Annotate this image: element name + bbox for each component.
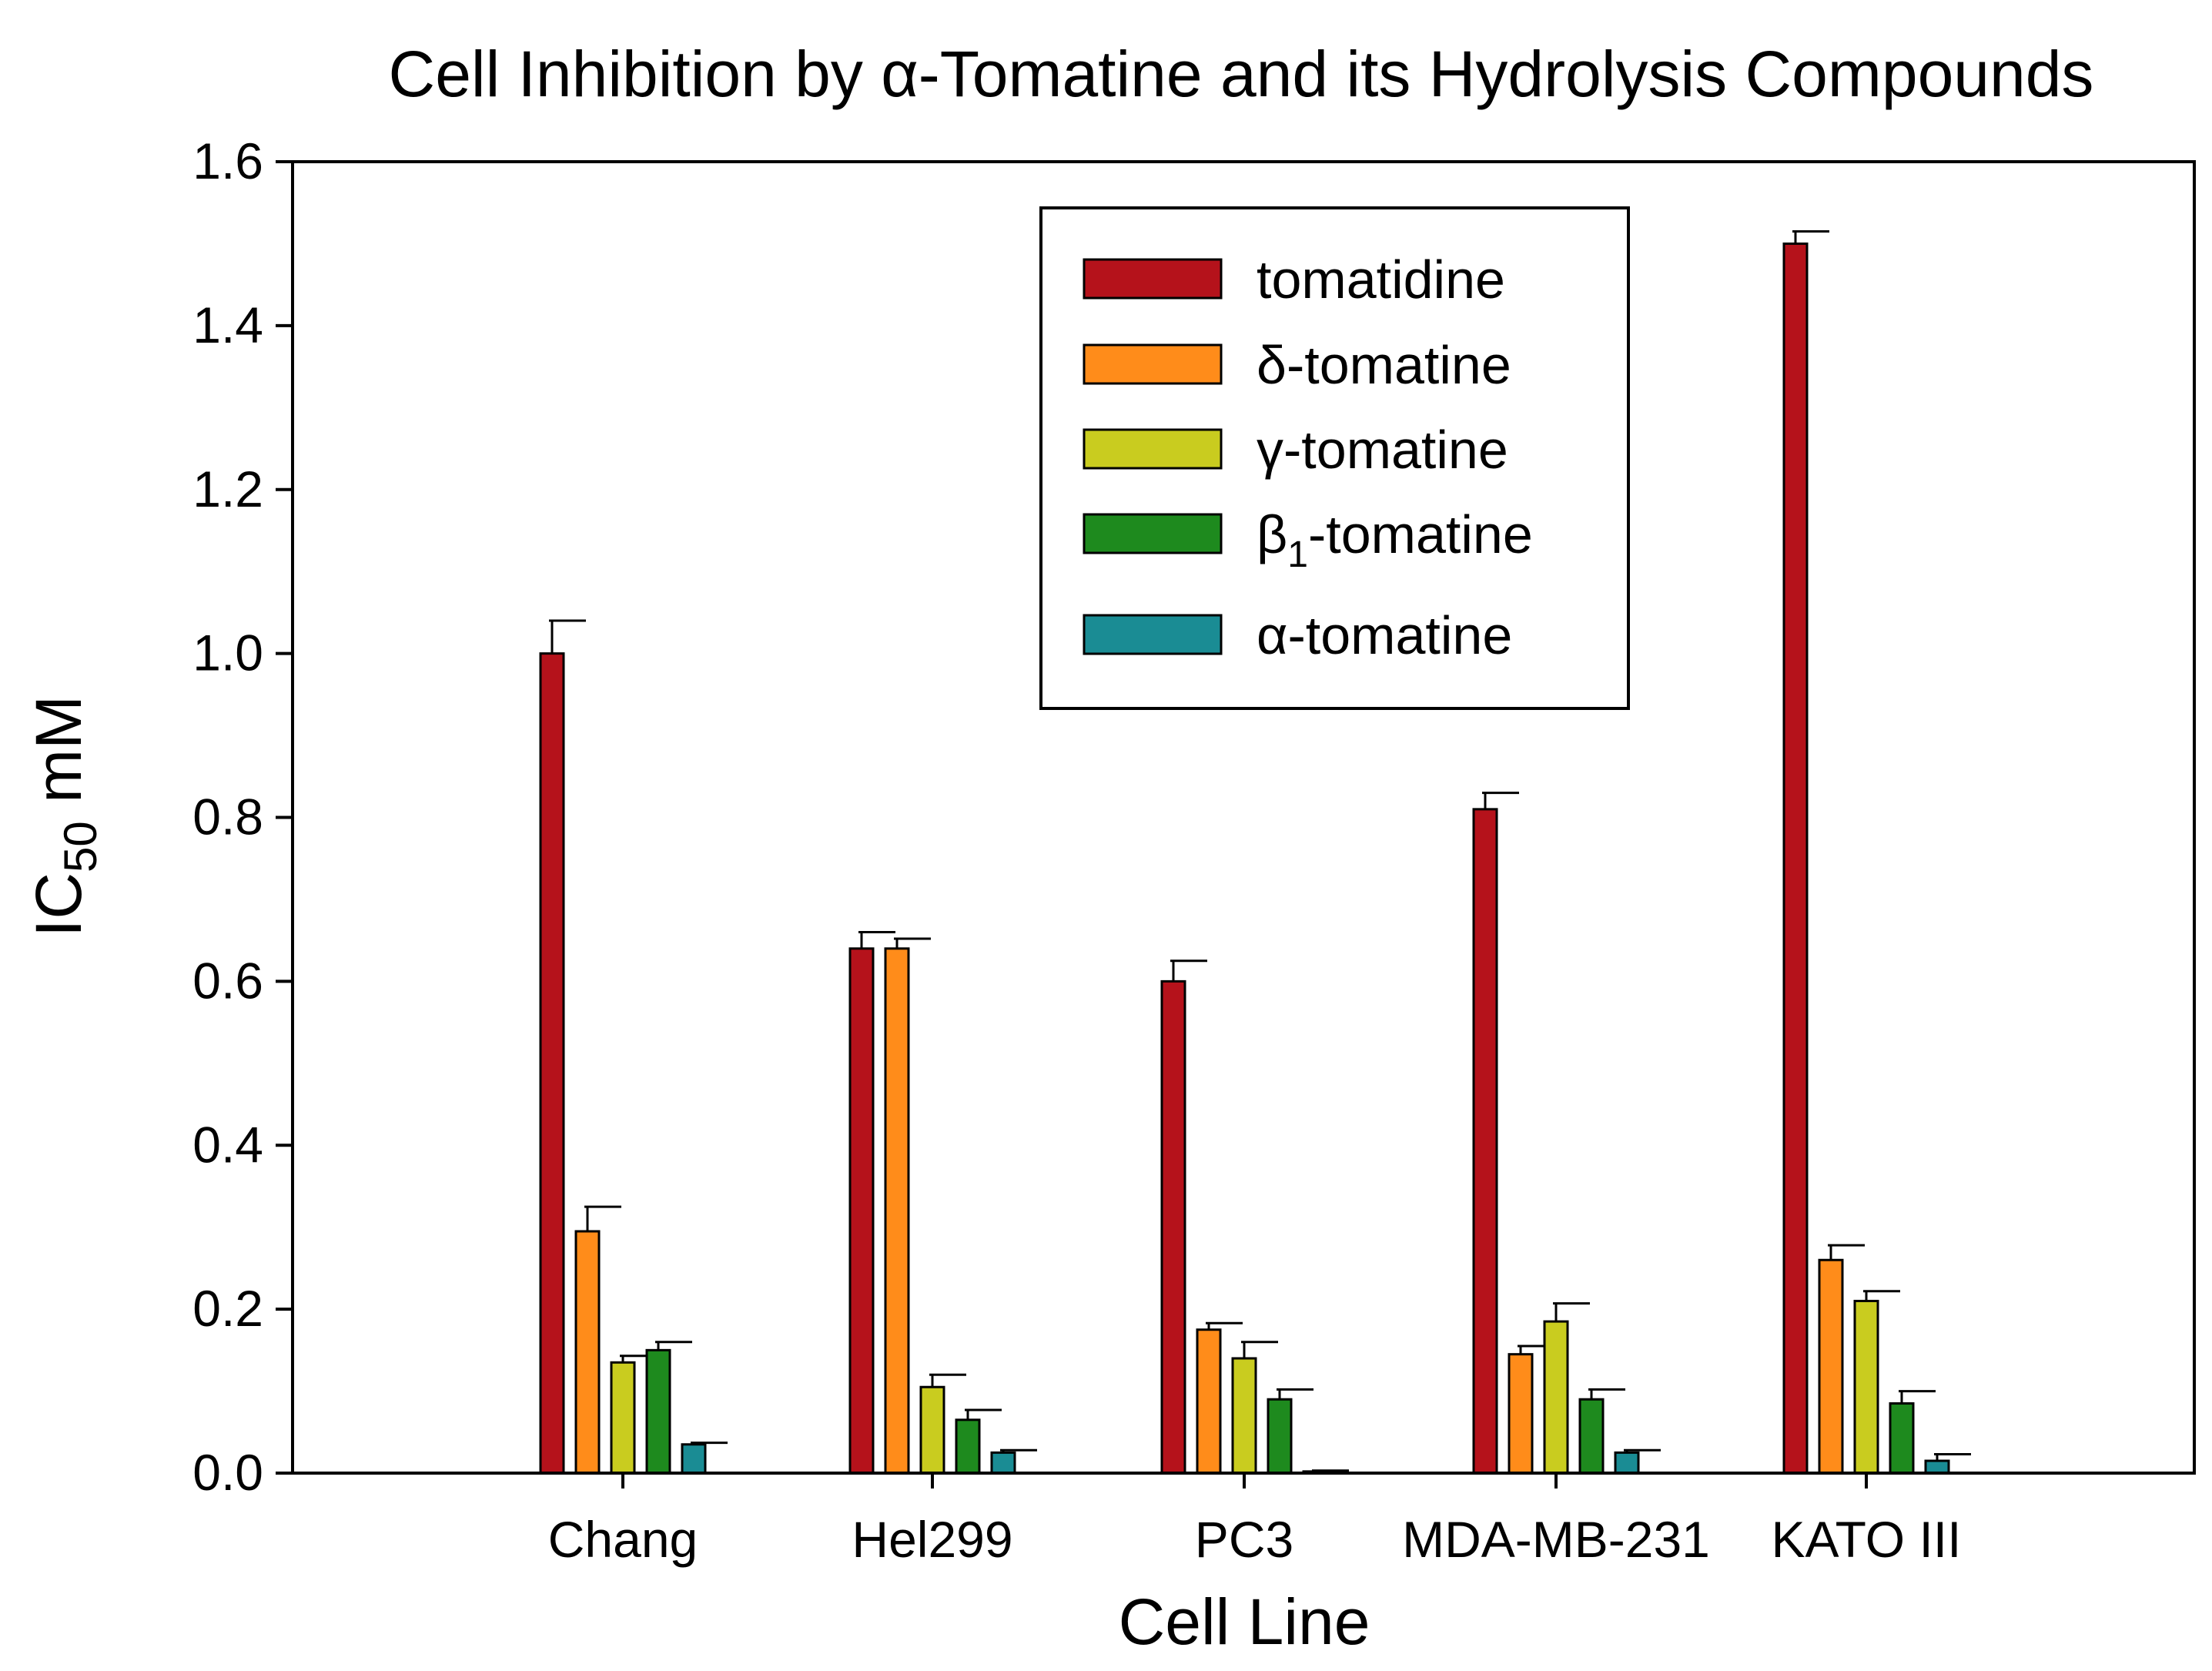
bar	[1543, 1320, 1569, 1475]
bar	[681, 1443, 707, 1475]
legend-label: β1-tomatine	[1257, 504, 1533, 575]
bar	[955, 1418, 981, 1475]
bar	[645, 1348, 671, 1475]
x-axis-label: Cell Line	[1119, 1586, 1370, 1658]
x-tick-label: KATO III	[1772, 1511, 1962, 1568]
bar	[1782, 242, 1809, 1475]
legend-swatch	[1083, 513, 1223, 554]
y-tick-label: 1.0	[192, 625, 263, 681]
bar	[990, 1451, 1016, 1475]
bar	[610, 1361, 636, 1475]
bar	[1160, 979, 1186, 1475]
x-tick-label: Hel299	[852, 1511, 1012, 1568]
bar	[1614, 1451, 1640, 1475]
legend-label: tomatidine	[1257, 249, 1505, 310]
y-axis-label: IC50 mM	[22, 695, 106, 937]
legend-swatch	[1083, 258, 1223, 300]
bar	[574, 1230, 601, 1475]
bar	[1508, 1353, 1534, 1475]
x-tick-label: MDA-MB-231	[1402, 1511, 1710, 1568]
legend-swatch	[1083, 343, 1223, 385]
legend-swatch	[1083, 428, 1223, 470]
y-tick-label: 1.6	[192, 132, 263, 189]
y-tick-label: 0.0	[192, 1444, 263, 1501]
legend-label: α-tomatine	[1257, 605, 1512, 665]
y-tick-label: 0.2	[192, 1280, 263, 1337]
y-tick-label: 0.8	[192, 789, 263, 846]
x-axis: Chang Hel299 PC3 MDA-MB-231 KATO III	[548, 1473, 1962, 1568]
plot-frame	[291, 160, 2196, 1475]
bar	[1924, 1459, 1950, 1475]
legend-label: δ-tomatine	[1257, 335, 1511, 395]
bar	[1231, 1357, 1257, 1475]
chart-title: Cell Inhibition by α-Tomatine and its Hy…	[389, 38, 2094, 110]
legend: tomatidine δ-tomatine γ-tomatine β1-tomatin…	[1039, 206, 1630, 710]
bar	[1196, 1328, 1222, 1475]
bar	[1853, 1299, 1879, 1475]
bar	[1818, 1258, 1844, 1475]
y-tick-label: 0.4	[192, 1116, 263, 1173]
legend-label: γ-tomatine	[1257, 420, 1508, 480]
bars-group	[539, 229, 1971, 1475]
y-tick-label: 0.6	[192, 952, 263, 1009]
bar	[919, 1385, 945, 1475]
bar	[1472, 808, 1498, 1475]
y-axis: 0.0 0.2 0.4 0.6 0.8 1.0 1.2 1.4 1.6	[192, 132, 293, 1501]
legend-swatch	[1083, 614, 1223, 655]
bar	[884, 947, 910, 1475]
x-tick-label: PC3	[1195, 1511, 1293, 1568]
x-tick-label: Chang	[548, 1511, 698, 1568]
y-tick-label: 1.4	[192, 296, 263, 353]
bar	[848, 947, 875, 1475]
bar	[539, 652, 565, 1475]
y-tick-label: 1.2	[192, 460, 263, 517]
bar	[1889, 1402, 1915, 1475]
bar	[1578, 1398, 1605, 1475]
bar	[1267, 1398, 1293, 1475]
